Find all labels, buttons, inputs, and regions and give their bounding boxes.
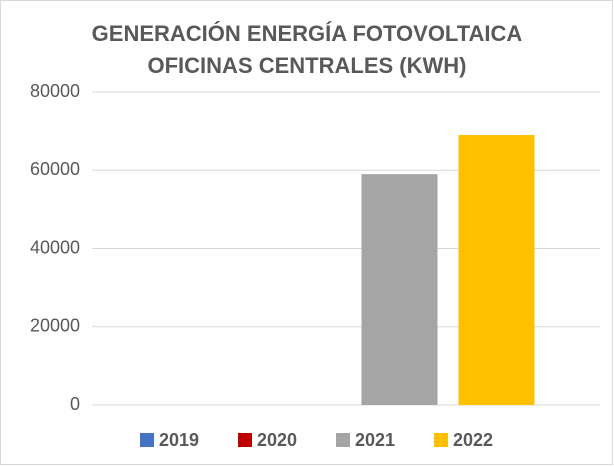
- y-tick-label: 20000: [30, 316, 80, 336]
- y-tick-label: 60000: [30, 159, 80, 179]
- legend-label: 2019: [159, 430, 199, 450]
- legend-label: 2022: [453, 430, 493, 450]
- bar: [361, 174, 438, 405]
- y-tick-label: 0: [70, 394, 80, 414]
- legend-swatch: [140, 433, 154, 447]
- legend-swatch: [238, 433, 252, 447]
- y-tick-label: 80000: [30, 81, 80, 101]
- chart-title: GENERACIÓN ENERGÍA FOTOVOLTAICA OFICINAS…: [91, 21, 523, 78]
- bar: [458, 135, 535, 405]
- legend-label: 2021: [355, 430, 395, 450]
- legend-swatch: [434, 433, 448, 447]
- legend-swatch: [336, 433, 350, 447]
- legend-label: 2020: [257, 430, 297, 450]
- y-tick-label: 40000: [30, 237, 80, 257]
